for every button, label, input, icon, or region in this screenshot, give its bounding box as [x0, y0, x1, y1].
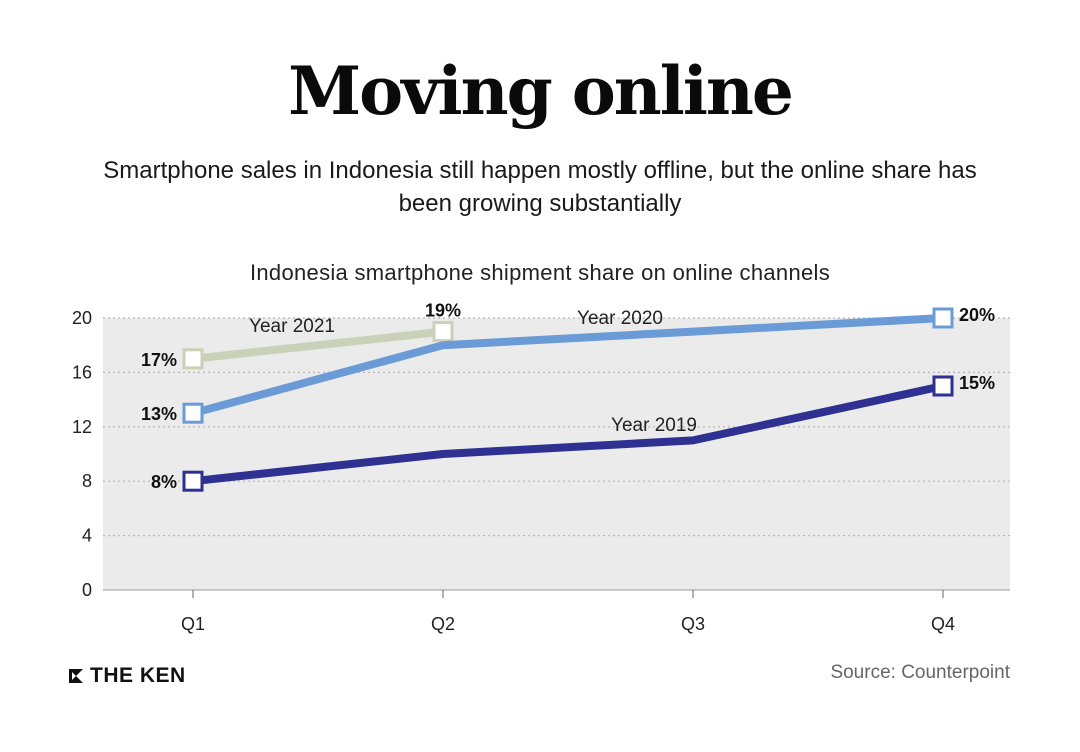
data-label-year-2020-q1: 13%: [141, 404, 177, 424]
x-tick-q3: Q3: [681, 614, 705, 634]
y-tick-8: 8: [82, 471, 92, 491]
data-label-year-2019-q4: 15%: [959, 373, 995, 393]
marker-year-2019-q1: [182, 470, 204, 492]
x-tick-q4: Q4: [931, 614, 955, 634]
series-label-year-2019: Year 2019: [611, 415, 697, 436]
gridlines: [103, 317, 1010, 591]
y-tick-12: 12: [72, 417, 92, 437]
series-line-year-2019: [192, 382, 944, 486]
x-tick-q2: Q2: [431, 614, 455, 634]
marker-year-2021-q1: [182, 348, 204, 370]
marker-year-2019-q4: [932, 375, 954, 397]
series-label-year-2020: Year 2020: [577, 308, 663, 329]
plot-background: [103, 318, 1010, 590]
series-line-year-2021: [192, 327, 444, 363]
brand-name: THE KEN: [90, 664, 186, 687]
y-tick-16: 16: [72, 362, 92, 382]
ken-logo-icon: [69, 669, 83, 683]
y-tick-0: 0: [82, 580, 92, 600]
source-note: Source: Counterpoint: [830, 662, 1010, 683]
x-axis: Q1 Q2 Q3 Q4: [181, 590, 955, 634]
page-subtitle: Smartphone sales in Indonesia still happ…: [103, 157, 977, 217]
data-label-year-2020-q4: 20%: [959, 305, 995, 325]
brand-logo: THE KEN: [68, 664, 186, 688]
marker-year-2021-q2: [432, 321, 454, 343]
chart-title: Indonesia smartphone shipment share on o…: [250, 260, 830, 285]
marker-year-2020-q4: [932, 307, 954, 329]
series-label-year-2021: Year 2021: [249, 316, 335, 337]
y-tick-20: 20: [72, 308, 92, 328]
data-label-year-2019-q1: 8%: [151, 472, 177, 492]
x-tick-q1: Q1: [181, 614, 205, 634]
data-label-year-2021-q1: 17%: [141, 350, 177, 370]
data-label-year-2021-q2: 19%: [425, 301, 461, 321]
y-axis: 0 4 8 12 16 20: [72, 308, 92, 600]
marker-year-2020-q1: [182, 402, 204, 424]
page-title: Moving online: [288, 52, 794, 130]
y-tick-4: 4: [82, 526, 92, 546]
series-line-year-2020: [191, 314, 944, 418]
series-group: Year 2021 17% 19% Year 2020 13% 20% Year 2019 8…: [141, 301, 995, 493]
